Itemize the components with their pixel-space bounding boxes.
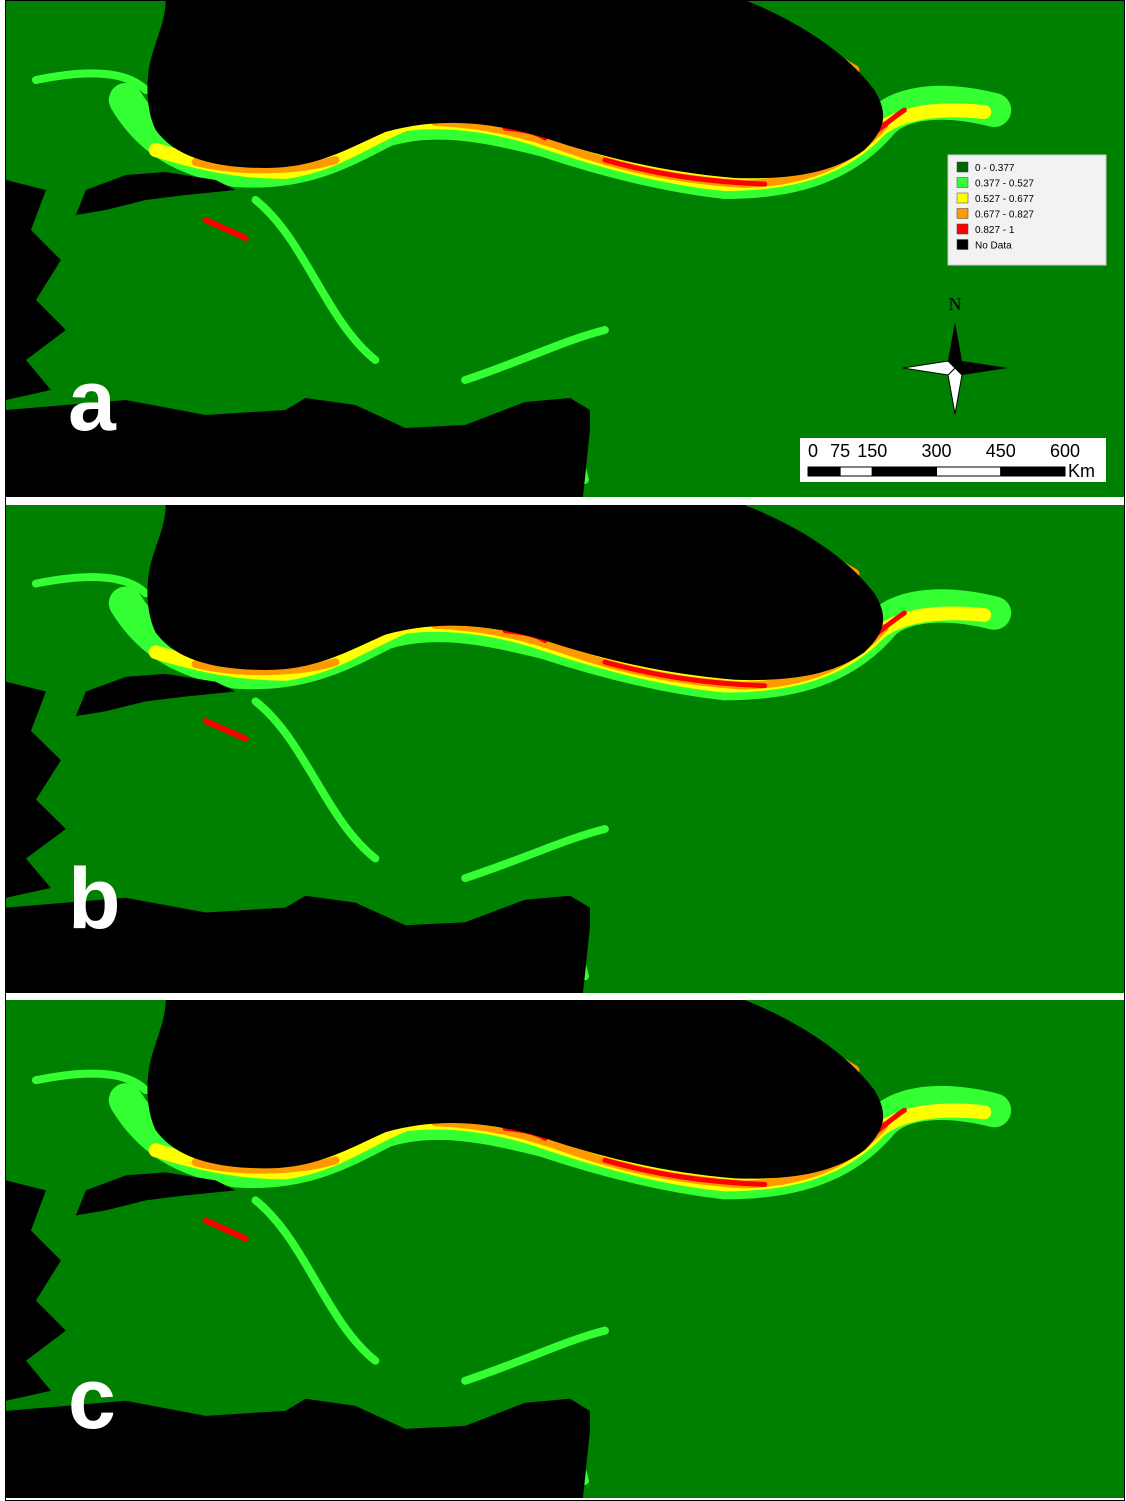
legend-label: 0.527 - 0.677	[975, 194, 1034, 205]
scale-label: 600	[1050, 441, 1080, 461]
map-panel-c: c	[6, 1000, 1124, 1498]
legend-swatch	[957, 162, 968, 172]
map-panel-b: b	[6, 505, 1124, 993]
scale-label: 75	[830, 441, 850, 461]
legend-label: 0.377 - 0.527	[975, 179, 1034, 190]
scale-unit: Km	[1068, 461, 1095, 481]
scale-label: 450	[986, 441, 1016, 461]
legend-label: 0.827 - 1	[975, 225, 1015, 236]
legend-label: 0.677 - 0.827	[975, 210, 1034, 221]
legend-swatch	[957, 240, 968, 250]
scale-segment	[808, 467, 840, 476]
panel-label: b	[68, 851, 121, 947]
scale-label: 300	[921, 441, 951, 461]
legend-swatch	[957, 193, 968, 203]
scale-segment	[872, 467, 936, 476]
scale-segment	[840, 467, 872, 476]
legend-label: 0 - 0.377	[975, 163, 1015, 174]
legend-swatch	[957, 224, 968, 234]
scale-label: 0	[808, 441, 818, 461]
legend-swatch	[957, 209, 968, 219]
figure: a b c 0 - 0.377 0.377 - 0.527 0.527 - 0.67…	[0, 0, 1126, 1501]
scale-segment	[1001, 467, 1065, 476]
scale-label: 150	[857, 441, 887, 461]
panel-label: a	[68, 353, 117, 449]
panel-label: c	[68, 1351, 116, 1447]
scale-segment	[937, 467, 1001, 476]
legend-swatch	[957, 178, 968, 188]
legend-label: No Data	[975, 241, 1012, 252]
legend: 0 - 0.377 0.377 - 0.527 0.527 - 0.677 0.677…	[948, 155, 1106, 265]
compass-north: N	[949, 294, 962, 314]
